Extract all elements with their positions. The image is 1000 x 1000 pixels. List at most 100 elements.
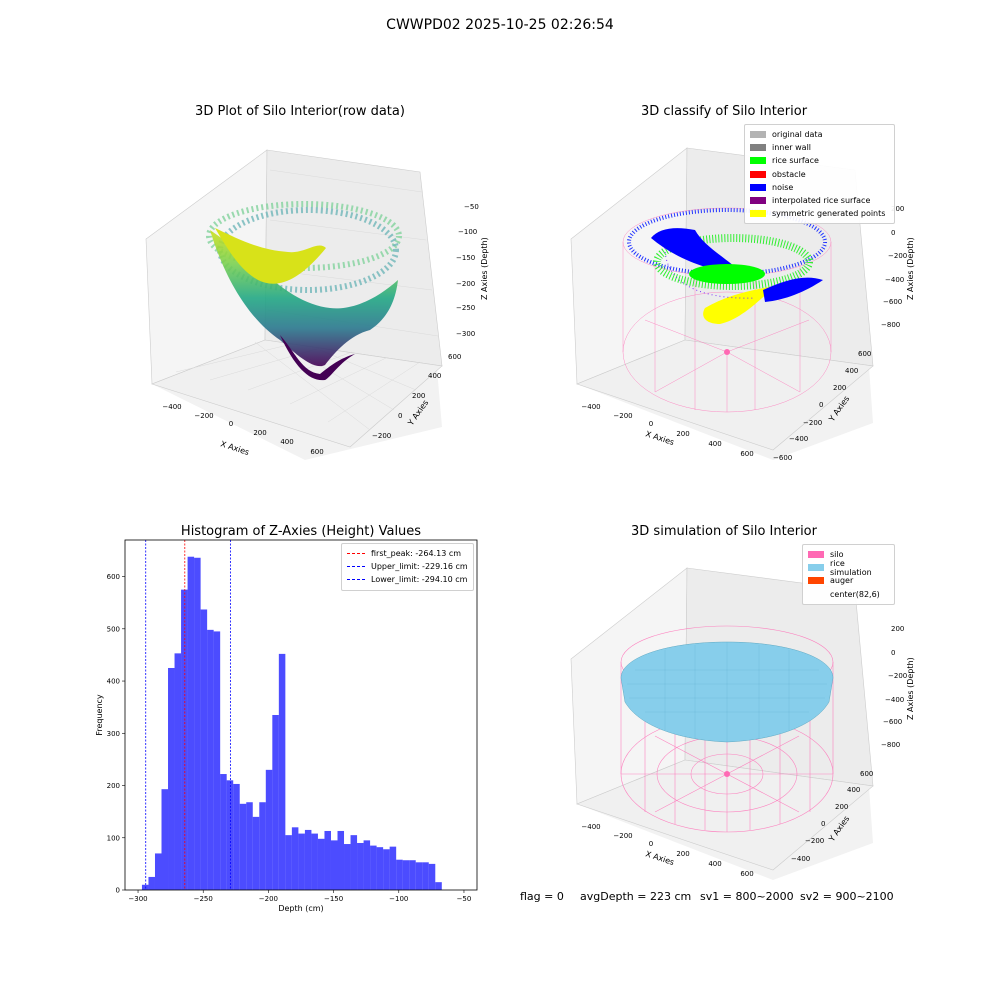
legend-item-first-peak: first_peak: -264.13 cm: [347, 547, 468, 560]
classify-ztick: −200: [888, 252, 907, 260]
legend-item-rice-surface: rice surface: [750, 154, 889, 167]
classify-ytick: 0: [819, 401, 823, 409]
simulation-xtick: 0: [649, 840, 653, 848]
histogram-bar: [435, 882, 442, 890]
histogram-bar: [363, 840, 371, 890]
raw-xtick: −200: [194, 412, 213, 420]
legend-label: rice surface: [772, 156, 819, 166]
legend-label: Upper_limit: -229.16 cm: [371, 562, 468, 572]
histogram-bar: [278, 653, 286, 890]
legend-swatch: [808, 564, 824, 572]
legend-item-noise: noise: [750, 181, 889, 194]
raw-ytick: −200: [372, 432, 391, 440]
classify-ytick: −200: [803, 419, 822, 427]
raw-ztick: −300: [456, 330, 475, 338]
histogram-xlabel: Depth (cm): [278, 904, 323, 913]
simulation-ytick: 200: [835, 803, 848, 811]
histogram-ytick-label: 0: [116, 887, 120, 895]
histogram-bar: [324, 830, 331, 890]
histogram-bar: [220, 774, 227, 890]
legend-line: [347, 553, 365, 555]
histogram-bar: [337, 830, 345, 890]
histogram-bar: [298, 833, 305, 890]
histogram-bar: [415, 862, 423, 890]
histogram-bar: [402, 860, 410, 890]
raw-plot-title: 3D Plot of Silo Interior(row data): [195, 104, 405, 119]
classify-legend: original data inner wall rice surface ob…: [744, 124, 895, 225]
simulation-xtick: −200: [613, 832, 632, 840]
legend-swatch: [750, 131, 766, 139]
raw-xtick: 400: [280, 438, 293, 446]
simulation-ztick: −400: [885, 696, 904, 704]
histogram-bar: [350, 835, 358, 890]
legend-item-inner-wall: inner wall: [750, 141, 889, 154]
legend-item-original-data: original data: [750, 128, 889, 141]
histogram-bar: [174, 653, 182, 890]
classify-zlabel: Z Axies (Depth): [906, 237, 915, 300]
histogram-bar: [409, 860, 416, 890]
histogram-bar: [148, 876, 155, 890]
raw-ytick: 200: [412, 392, 425, 400]
histogram-bar: [213, 631, 221, 890]
simulation-xtick: 600: [740, 870, 753, 878]
histogram-bar: [376, 847, 384, 890]
classify-xtick: 0: [649, 420, 653, 428]
histogram-ytick-label: 400: [107, 678, 120, 686]
classify-ytick: 400: [845, 367, 858, 375]
legend-swatch: [808, 591, 824, 598]
raw-xlabel: X Axies: [219, 439, 250, 457]
simulation-ytick: 0: [821, 820, 825, 828]
classify-3d-plot: −400 −200 0 200 400 600 −600 −400 −200 0…: [570, 147, 915, 462]
histogram-bar: [161, 789, 169, 890]
histogram-bar: [141, 884, 149, 890]
legend-label: obstacle: [772, 169, 806, 179]
classify-ztick: −600: [883, 298, 902, 306]
classify-plot-title: 3D classify of Silo Interior: [640, 104, 808, 119]
raw-ztick: −50: [464, 203, 479, 211]
legend-item-lower-limit: Lower_limit: -294.10 cm: [347, 573, 468, 586]
figure-title: CWWPD02 2025-10-25 02:26:54: [386, 17, 614, 33]
histogram-bar: [168, 667, 175, 890]
legend-item-auger: auger: [808, 574, 889, 587]
classify-ztick: −400: [885, 276, 904, 284]
legend-line: [347, 566, 365, 568]
histogram-xtick-label: −200: [259, 895, 278, 903]
histogram-bar: [396, 859, 403, 890]
status-sv2: sv2 = 900~2100: [800, 890, 894, 903]
histogram-xtick-label: −150: [324, 895, 343, 903]
histogram-bar: [194, 557, 201, 890]
simulation-3d-plot: −400 −200 0 200 400 600 −400 −200 0 200 …: [570, 567, 915, 880]
histogram-ytick-label: 300: [107, 730, 120, 738]
histogram-bar: [207, 629, 214, 890]
histogram-bar: [285, 835, 292, 890]
raw-ztick: −250: [456, 304, 475, 312]
simulation-ztick: −200: [888, 672, 907, 680]
histogram-bar: [265, 769, 273, 890]
raw-ztick: −150: [456, 254, 475, 262]
legend-swatch: [750, 183, 766, 191]
simulation-ytick: 600: [860, 770, 873, 778]
histogram-bar: [259, 802, 266, 890]
histogram-bar: [383, 849, 390, 890]
legend-label: silo: [830, 550, 844, 560]
simulation-ztick: 0: [891, 649, 895, 657]
legend-item-symmetric: symmetric generated points: [750, 207, 889, 220]
histogram-bar: [370, 845, 377, 890]
legend-label: center(82,6): [830, 589, 880, 599]
raw-ztick: −200: [456, 280, 475, 288]
histogram-ytick-label: 500: [107, 625, 120, 633]
histogram-xtick-label: −300: [128, 895, 147, 903]
classify-ztick: −800: [881, 321, 900, 329]
legend-item-rice-simulation: rice simulation: [808, 559, 889, 577]
raw-xtick: −400: [162, 403, 181, 411]
histogram-bar: [428, 863, 436, 890]
legend-label: noise: [772, 182, 794, 192]
legend-label: original data: [772, 130, 823, 140]
status-flag: flag = 0: [520, 890, 564, 903]
histogram-bar: [304, 829, 312, 890]
histogram-bar: [154, 853, 162, 890]
classify-xtick: −200: [613, 412, 632, 420]
simulation-ztick: 200: [891, 625, 904, 633]
legend-swatch: [750, 210, 766, 218]
raw-ytick: 0: [398, 412, 402, 420]
